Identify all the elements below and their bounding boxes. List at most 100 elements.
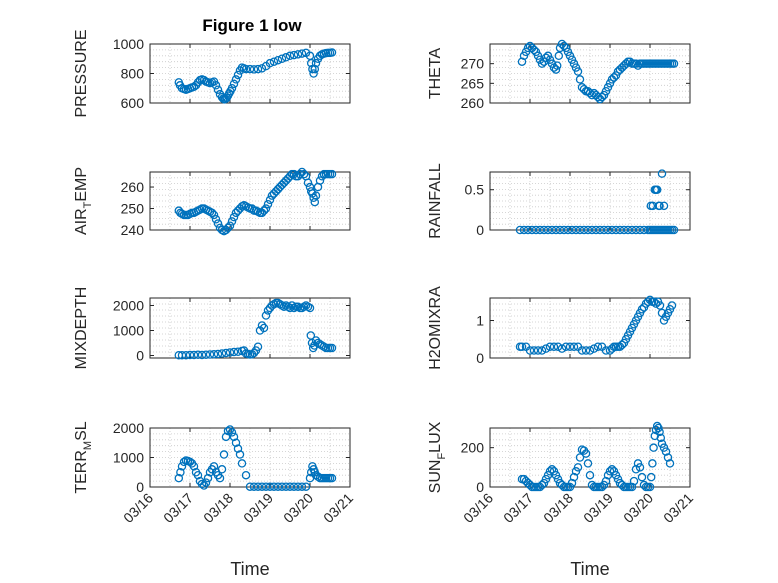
data-point [627,482,637,492]
x-tick-label: 03/17 [160,490,196,526]
x-tick-label: 03/18 [540,490,576,526]
data-point [559,41,569,51]
data-point [552,61,562,70]
data-point [615,225,625,235]
data-point [651,299,661,308]
data-point [245,64,255,74]
data-point [209,210,219,220]
series-markers [174,167,337,236]
data-point [569,472,579,482]
data-point [573,463,583,472]
data-point [285,51,295,61]
data-point [587,90,597,100]
data-point [253,482,263,491]
data-point [579,84,589,94]
y-axis-label-main: MIXDEPTH [73,287,90,370]
data-point [227,217,237,226]
y-axis-label-main: THETA [427,48,444,100]
data-point [311,191,321,200]
data-point [177,350,187,360]
data-point [667,301,677,310]
subplot-sun-flux: 0 200 03/16 03/17 03/18 03/19 03/20 03/21 Time SU… [427,421,696,579]
y-tick-label: 250 [121,201,145,217]
data-point [597,92,607,102]
y-tick-label: 1000 [113,36,144,52]
data-point [543,225,553,235]
y-axis-label-main: SUN [427,460,444,494]
data-point [559,225,569,235]
axes-box [489,43,691,104]
data-point [229,347,239,357]
figure-title: Figure 1 low [202,16,302,35]
y-axis-label-main: PRESSURE [73,29,90,117]
data-point [523,43,533,53]
data-point [585,470,595,480]
data-point [537,480,547,490]
data-point [648,459,657,468]
y-tick-label: 1000 [113,450,144,466]
data-point [567,478,577,488]
y-axis-label: H2OMIXRA [427,286,444,370]
data-point [601,476,611,486]
data-point [237,459,247,468]
data-point [197,479,207,489]
data-point [273,55,283,65]
data-point [227,84,237,93]
data-point [257,321,267,330]
data-point [213,349,223,359]
data-point [525,480,535,490]
data-point [233,347,243,356]
data-point [277,54,287,64]
y-axis-label: THETA [427,48,444,100]
data-point [313,472,323,481]
data-point [575,453,585,462]
data-point [225,221,235,230]
data-point [593,92,603,102]
data-point [179,457,189,467]
data-point [269,57,279,66]
data-point [293,482,303,491]
x-axis-label: Time [230,559,269,579]
y-tick-label: 240 [121,222,145,238]
data-point [265,195,275,205]
series-markers [174,425,337,491]
data-point [541,53,551,63]
y-axis-label-subscript: T [82,201,94,208]
x-tick-label: 03/16 [120,490,156,526]
data-point [593,342,603,351]
data-point [579,225,589,235]
data-point [655,301,665,310]
x-axis-label: Time [570,559,609,579]
data-point [627,225,637,235]
data-point [587,480,597,490]
data-point [201,350,211,359]
data-point [189,462,199,471]
subplot-theta: 260 265 270 THETA [427,39,691,111]
data-point [185,350,195,360]
data-point [605,467,615,476]
data-point [545,342,555,351]
data-point [669,225,679,235]
data-point [207,208,217,218]
y-tick-label: 260 [461,95,485,111]
data-point [609,73,619,82]
data-point [635,463,645,472]
data-point [515,225,525,235]
data-point [217,465,227,474]
x-tick-label: 03/21 [320,490,356,526]
y-tick-label: 1000 [113,323,144,339]
data-point [177,462,187,471]
data-point [595,225,605,235]
data-point [631,465,641,474]
data-point [241,470,251,480]
data-point [309,193,318,203]
data-point [303,302,313,311]
data-point [663,453,673,462]
y-tick-label: 2000 [113,420,144,436]
data-point [231,438,241,447]
data-point [581,449,591,458]
data-point [619,225,629,235]
data-point [573,67,583,76]
data-point [555,225,565,235]
y-tick-label: 800 [121,66,145,82]
